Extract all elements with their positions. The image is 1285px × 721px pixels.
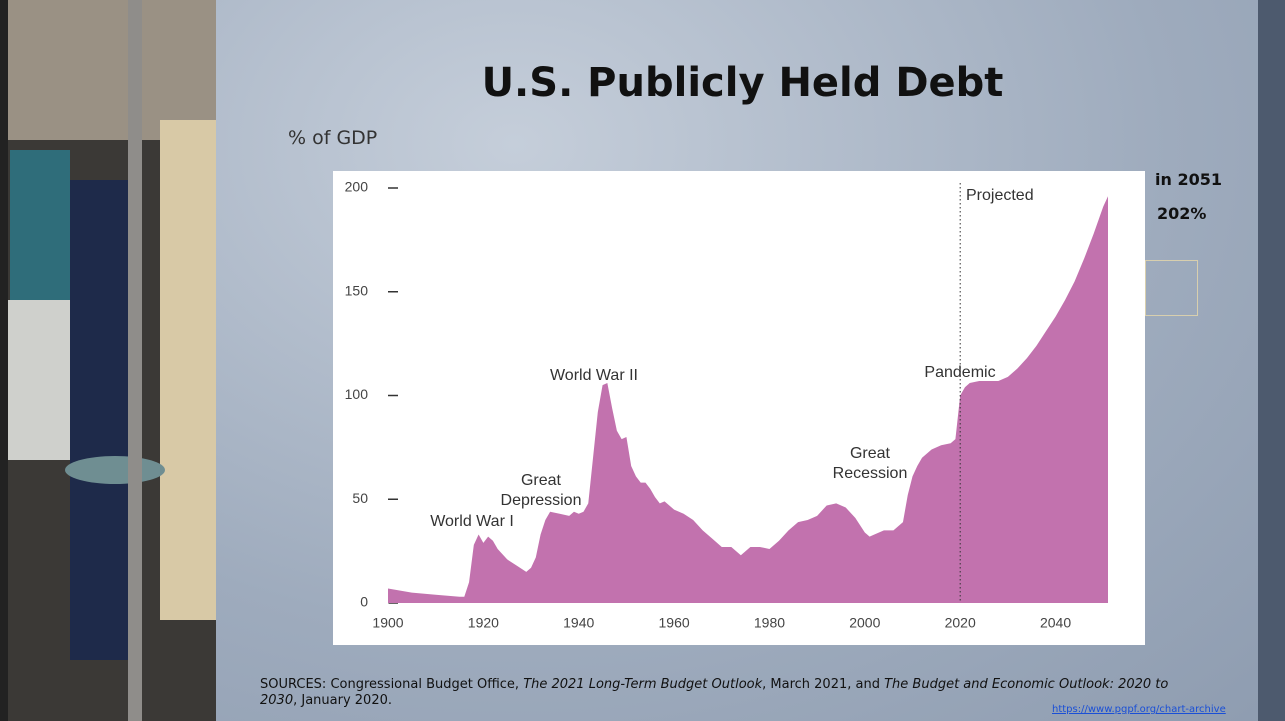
chart: 0 50 100 150 200 1900 1920 1940 1960 1980 2000 2020… (345, 179, 1108, 631)
source-text: , March 2021, and (762, 677, 885, 692)
y-tick-label: 200 (345, 179, 369, 195)
link[interactable]: https://www.pgpf.org/chart-archive (1052, 704, 1226, 715)
area (388, 196, 1108, 604)
sources: SOURCES: Congressional Budget Office, Th… (260, 677, 1190, 709)
y-tick-label: 0 (360, 594, 368, 610)
annotation: Great Recession (832, 445, 908, 482)
photo (0, 0, 216, 721)
source-text: SOURCES: Congressional Budget Office, (260, 677, 524, 692)
x-tick-label: 1900 (372, 615, 403, 631)
source-text: , January 2020. (293, 693, 392, 708)
y-tick-label: 50 (352, 490, 368, 506)
annotation: Projected (966, 187, 1034, 204)
callout: in 2051 (1155, 170, 1222, 189)
annotation: Great Depression (500, 472, 582, 509)
annotation: World War I (430, 513, 514, 530)
side-strip (1258, 0, 1285, 721)
x-tick-label: 2000 (849, 615, 880, 631)
x-tick-label: 1960 (659, 615, 690, 631)
y-tick-label: 150 (345, 282, 369, 298)
x-tick-label: 1940 (563, 615, 594, 631)
x-tick-label: 1980 (754, 615, 785, 631)
y-axis-label: % of GDP (288, 127, 378, 149)
annotation: World War II (549, 367, 638, 384)
title: U.S. Publicly Held Debt (481, 60, 1004, 106)
callout: 202% (1157, 204, 1207, 223)
x-tick-label: 2040 (1040, 615, 1071, 631)
x-tick-label: 1920 (468, 615, 499, 631)
source-title: The 2021 Long-Term Budget Outlook (523, 677, 763, 692)
annotation: Pandemic (924, 364, 996, 381)
frame (1145, 260, 1198, 316)
x-tick-label: 2020 (945, 615, 976, 631)
y-tick-label: 100 (345, 386, 369, 402)
source-title: The Budget and Economic Outlook: 2020 to… (260, 677, 1169, 708)
